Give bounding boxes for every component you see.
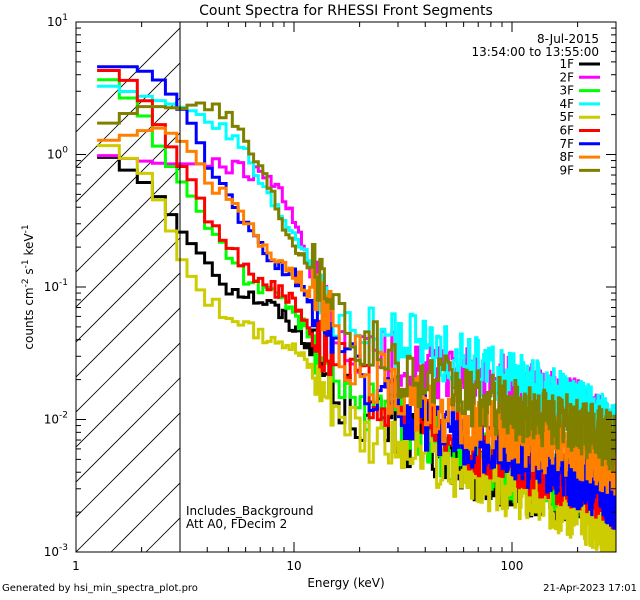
legend-label-1F: 1F xyxy=(559,57,574,71)
hatch-line xyxy=(76,412,181,518)
x-tick-label: 1 xyxy=(72,559,80,573)
y-tick-label-exp: -3 xyxy=(59,543,68,553)
hatch-line xyxy=(76,167,181,273)
legend-label-2F: 2F xyxy=(559,70,574,84)
y-axis-label-mid: s xyxy=(22,268,36,278)
timestamp-text: 21-Apr-2023 17:01 xyxy=(543,583,637,594)
annotation-attenuator: Att A0, FDecim 2 xyxy=(186,517,287,531)
y-axis-label-exp3: -1 xyxy=(21,224,31,233)
series-group xyxy=(97,65,616,552)
chart-title: Count Spectra for RHESSI Front Segments xyxy=(199,3,493,19)
annotation-background: Includes_Background xyxy=(186,504,314,518)
y-tick-label-exp: 0 xyxy=(62,146,68,156)
generated-by-text: Generated by hsi_min_spectra_plot.pro xyxy=(2,583,198,594)
y-axis-label: counts cm-2 s-1 keV-1 xyxy=(21,224,36,349)
y-tick-label-base: 10 xyxy=(47,15,62,29)
y-axis-label-base: counts cm xyxy=(22,287,36,349)
x-axis-label: Energy (keV) xyxy=(307,576,384,590)
legend-label-9F: 9F xyxy=(559,163,574,177)
legend-date: 8-Jul-2015 xyxy=(537,32,599,46)
hatch-line xyxy=(76,62,181,168)
series-8F xyxy=(97,126,616,496)
y-tick-label-base: 10 xyxy=(44,413,59,427)
y-tick-label: 10-3 xyxy=(44,543,68,559)
y-tick-label-exp: -2 xyxy=(59,411,68,421)
y-tick-label-base: 10 xyxy=(44,545,59,559)
x-tick-label: 100 xyxy=(501,559,524,573)
hatch-line xyxy=(76,97,181,203)
hatch-line xyxy=(76,377,181,483)
shaded-region xyxy=(76,0,640,552)
y-tick-label-base: 10 xyxy=(47,148,62,162)
hatch-line xyxy=(76,27,181,133)
y-axis-label-exp1: -2 xyxy=(21,278,31,287)
y-axis-label-end: keV xyxy=(22,233,36,260)
y-tick-label: 10-1 xyxy=(44,278,68,294)
y-tick-label-base: 10 xyxy=(44,280,59,294)
y-tick-label: 101 xyxy=(47,13,68,29)
legend-time-range: 13:54:00 to 13:55:00 xyxy=(472,45,599,59)
y-axis-label-exp2: -1 xyxy=(21,259,31,268)
legend-label-8F: 8F xyxy=(559,150,574,164)
y-tick-label-exp: 1 xyxy=(62,13,68,23)
y-tick-label: 10-2 xyxy=(44,411,68,427)
hatch-line xyxy=(76,202,181,308)
legend-label-3F: 3F xyxy=(559,84,574,98)
series-9F xyxy=(97,101,616,472)
legend-label-6F: 6F xyxy=(559,124,574,138)
x-tick-label: 10 xyxy=(286,559,301,573)
legend-label-4F: 4F xyxy=(559,97,574,111)
y-tick-label: 100 xyxy=(47,146,68,162)
y-tick-label-exp: -1 xyxy=(59,278,68,288)
hatch-line xyxy=(76,447,181,552)
hatch-line xyxy=(636,0,640,552)
hatch-line xyxy=(76,272,181,378)
legend-label-7F: 7F xyxy=(559,137,574,151)
legend-label-5F: 5F xyxy=(559,110,574,124)
hatch-line xyxy=(76,237,181,343)
